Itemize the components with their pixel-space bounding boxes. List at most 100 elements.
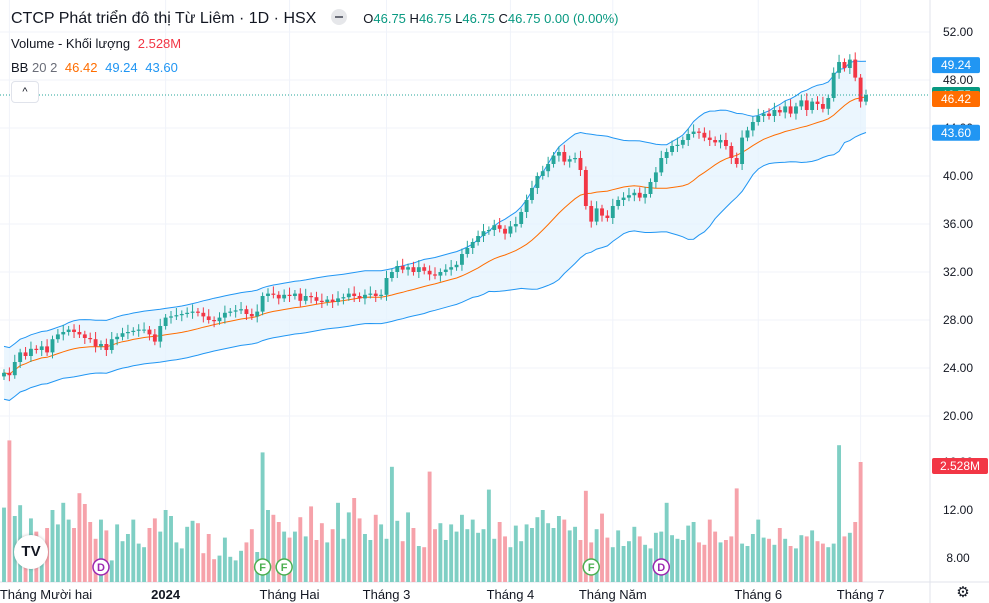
candle-body[interactable] bbox=[810, 101, 815, 110]
candle-body[interactable] bbox=[314, 297, 319, 301]
candle-body[interactable] bbox=[594, 208, 599, 222]
candle-body[interactable] bbox=[653, 172, 658, 182]
candle-body[interactable] bbox=[433, 274, 437, 276]
candle-body[interactable] bbox=[438, 272, 443, 276]
candle-body[interactable] bbox=[163, 317, 168, 326]
candle-body[interactable] bbox=[255, 311, 260, 317]
candle-body[interactable] bbox=[50, 339, 55, 353]
earnings-event-marker[interactable] bbox=[582, 558, 600, 576]
candlesticks[interactable] bbox=[2, 52, 868, 382]
candle-body[interactable] bbox=[664, 152, 669, 158]
candle-body[interactable] bbox=[125, 332, 130, 334]
candle-body[interactable] bbox=[357, 296, 362, 299]
earnings-event-marker[interactable] bbox=[253, 558, 272, 576]
candle-body[interactable] bbox=[788, 106, 793, 114]
candle-body[interactable] bbox=[427, 270, 432, 275]
candle-body[interactable] bbox=[621, 197, 626, 200]
candle-body[interactable] bbox=[675, 144, 680, 146]
candle-body[interactable] bbox=[287, 294, 292, 296]
candle-body[interactable] bbox=[77, 332, 82, 335]
candle-body[interactable] bbox=[772, 110, 777, 116]
candle-body[interactable] bbox=[627, 195, 631, 198]
candle-body[interactable] bbox=[815, 101, 820, 104]
candle-body[interactable] bbox=[39, 346, 44, 350]
candle-body[interactable] bbox=[341, 297, 346, 299]
candle-body[interactable] bbox=[745, 130, 750, 138]
candle-body[interactable] bbox=[734, 158, 739, 164]
candle-body[interactable] bbox=[319, 300, 324, 302]
candle-body[interactable] bbox=[713, 140, 718, 143]
candle-body[interactable] bbox=[276, 294, 281, 299]
candle-body[interactable] bbox=[546, 164, 551, 172]
candle-body[interactable] bbox=[567, 159, 572, 162]
candle-body[interactable] bbox=[152, 334, 157, 342]
candle-body[interactable] bbox=[196, 311, 200, 313]
candle-body[interactable] bbox=[783, 106, 788, 113]
candle-body[interactable] bbox=[346, 293, 351, 298]
price-axis[interactable]: 52.0048.0044.0040.0036.0032.0028.0024.00… bbox=[943, 25, 973, 565]
candle-body[interactable] bbox=[562, 152, 567, 162]
candle-body[interactable] bbox=[508, 226, 513, 234]
candle-body[interactable] bbox=[589, 206, 594, 222]
collapse-legend-button[interactable]: ^ bbox=[11, 81, 39, 103]
candle-body[interactable] bbox=[34, 348, 39, 350]
candle-body[interactable] bbox=[55, 334, 60, 340]
candle-body[interactable] bbox=[115, 336, 120, 340]
candle-body[interactable] bbox=[837, 62, 842, 73]
candle-body[interactable] bbox=[66, 329, 71, 332]
candle-body[interactable] bbox=[147, 329, 152, 335]
candle-body[interactable] bbox=[583, 170, 588, 206]
candle-body[interactable] bbox=[72, 329, 76, 332]
candle-body[interactable] bbox=[519, 212, 524, 224]
earnings-event-marker[interactable] bbox=[275, 558, 293, 576]
candle-body[interactable] bbox=[497, 225, 502, 229]
candle-body[interactable] bbox=[260, 296, 265, 312]
candle-body[interactable] bbox=[239, 309, 243, 311]
candle-body[interactable] bbox=[336, 298, 340, 302]
candle-body[interactable] bbox=[697, 131, 701, 133]
candle-body[interactable] bbox=[443, 269, 448, 272]
candle-body[interactable] bbox=[389, 272, 394, 278]
candle-body[interactable] bbox=[82, 334, 87, 338]
candle-body[interactable] bbox=[28, 348, 33, 356]
candle-body[interactable] bbox=[45, 346, 50, 353]
candle-body[interactable] bbox=[206, 316, 211, 320]
candle-body[interactable] bbox=[831, 72, 836, 98]
candle-body[interactable] bbox=[169, 316, 173, 318]
candle-body[interactable] bbox=[411, 267, 416, 272]
candle-body[interactable] bbox=[600, 208, 604, 216]
candle-body[interactable] bbox=[465, 248, 470, 254]
candle-body[interactable] bbox=[750, 122, 755, 131]
candle-body[interactable] bbox=[449, 267, 454, 270]
gear-icon[interactable]: ⚙ bbox=[956, 584, 970, 601]
candle-body[interactable] bbox=[707, 137, 712, 140]
candle-body[interactable] bbox=[325, 299, 330, 302]
candle-body[interactable] bbox=[530, 188, 534, 200]
minus-icon[interactable] bbox=[330, 9, 347, 25]
candle-body[interactable] bbox=[271, 293, 276, 295]
candle-body[interactable] bbox=[632, 192, 637, 196]
candle-body[interactable] bbox=[853, 59, 858, 78]
candle-body[interactable] bbox=[136, 329, 141, 331]
candle-body[interactable] bbox=[648, 182, 653, 194]
candle-body[interactable] bbox=[847, 59, 852, 68]
candle-body[interactable] bbox=[470, 242, 475, 248]
candle-body[interactable] bbox=[573, 158, 578, 160]
candle-body[interactable] bbox=[605, 215, 610, 218]
candle-body[interactable] bbox=[88, 338, 93, 340]
candle-body[interactable] bbox=[222, 312, 227, 318]
candle-body[interactable] bbox=[12, 362, 17, 376]
candle-body[interactable] bbox=[131, 330, 136, 332]
candle-body[interactable] bbox=[578, 158, 583, 170]
candle-body[interactable] bbox=[794, 106, 798, 114]
candle-body[interactable] bbox=[535, 176, 540, 188]
candle-body[interactable] bbox=[616, 200, 621, 206]
candle-body[interactable] bbox=[540, 171, 545, 176]
candle-body[interactable] bbox=[481, 231, 486, 236]
candle-body[interactable] bbox=[201, 312, 206, 317]
candle-body[interactable] bbox=[756, 116, 761, 122]
candle-body[interactable] bbox=[282, 294, 287, 299]
candle-body[interactable] bbox=[228, 311, 233, 313]
candle-body[interactable] bbox=[266, 293, 270, 296]
